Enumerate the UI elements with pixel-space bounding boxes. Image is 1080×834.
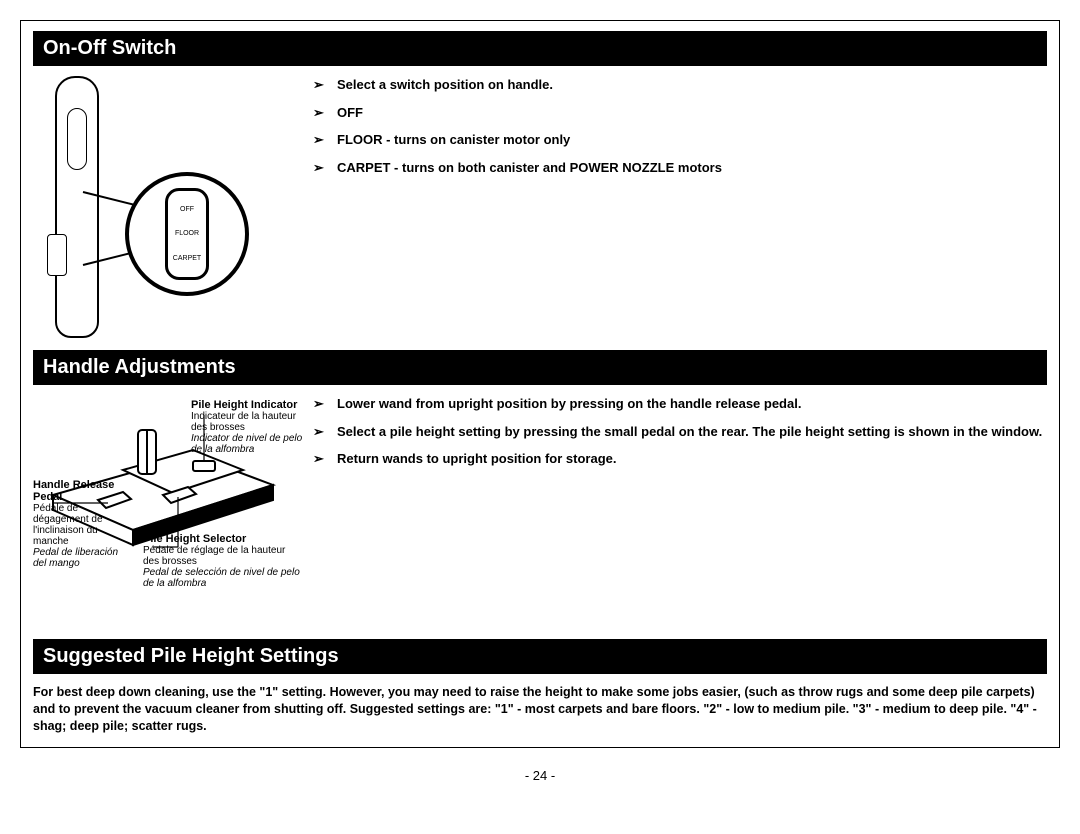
switch-pos-off: OFF bbox=[168, 206, 206, 213]
bullet-text: CARPET - turns on both canister and POWE… bbox=[337, 159, 722, 177]
arrow-icon: ➢ bbox=[313, 76, 327, 94]
bullet-item: ➢ FLOOR - turns on canister motor only bbox=[313, 131, 1047, 149]
page-number: - 24 - bbox=[20, 768, 1060, 783]
manual-page: On-Off Switch OFF FLOOR CARPET bbox=[20, 20, 1060, 748]
arrow-icon: ➢ bbox=[313, 450, 327, 468]
bullet-item: ➢ Select a switch position on handle. bbox=[313, 76, 1047, 94]
switch-pos-floor: FLOOR bbox=[168, 230, 206, 237]
bullet-text: Return wands to upright position for sto… bbox=[337, 450, 617, 468]
bullet-item: ➢ OFF bbox=[313, 104, 1047, 122]
bullet-item: ➢ Lower wand from upright position by pr… bbox=[313, 395, 1047, 413]
bullet-text: FLOOR - turns on canister motor only bbox=[337, 131, 570, 149]
bullet-text: Select a pile height setting by pressing… bbox=[337, 423, 1042, 441]
arrow-icon: ➢ bbox=[313, 131, 327, 149]
bullet-item: ➢ CARPET - turns on both canister and PO… bbox=[313, 159, 1047, 177]
section-on-off-body: OFF FLOOR CARPET ➢ Select a switch posit… bbox=[33, 76, 1047, 336]
label-pile-height-selector: Pile Height Selector Pédale de réglage d… bbox=[143, 533, 303, 589]
bullet-text: OFF bbox=[337, 104, 363, 122]
arrow-icon: ➢ bbox=[313, 159, 327, 177]
bullet-text: Select a switch position on handle. bbox=[337, 76, 553, 94]
bullet-text: Lower wand from upright position by pres… bbox=[337, 395, 801, 413]
label-handle-release-pedal: Handle Release Pedal Pédale de dégagemen… bbox=[33, 479, 123, 569]
arrow-icon: ➢ bbox=[313, 104, 327, 122]
switch-detail-circle: OFF FLOOR CARPET bbox=[125, 172, 249, 296]
switch-illustration: OFF FLOOR CARPET bbox=[33, 76, 293, 336]
arrow-icon: ➢ bbox=[313, 423, 327, 441]
pile-height-paragraph: For best deep down cleaning, use the "1"… bbox=[33, 684, 1047, 735]
section-handle-adj-body: Pile Height Indicator Indicateur de la h… bbox=[33, 395, 1047, 625]
section-pile-height-title: Suggested Pile Height Settings bbox=[33, 639, 1047, 674]
switch-pos-carpet: CARPET bbox=[168, 255, 206, 262]
nozzle-illustration: Pile Height Indicator Indicateur de la h… bbox=[33, 395, 293, 625]
section-on-off-title: On-Off Switch bbox=[33, 31, 1047, 66]
bullet-item: ➢ Return wands to upright position for s… bbox=[313, 450, 1047, 468]
section-handle-adj-title: Handle Adjustments bbox=[33, 350, 1047, 385]
arrow-icon: ➢ bbox=[313, 395, 327, 413]
bullet-item: ➢ Select a pile height setting by pressi… bbox=[313, 423, 1047, 441]
label-pile-height-indicator: Pile Height Indicator Indicateur de la h… bbox=[191, 399, 311, 455]
